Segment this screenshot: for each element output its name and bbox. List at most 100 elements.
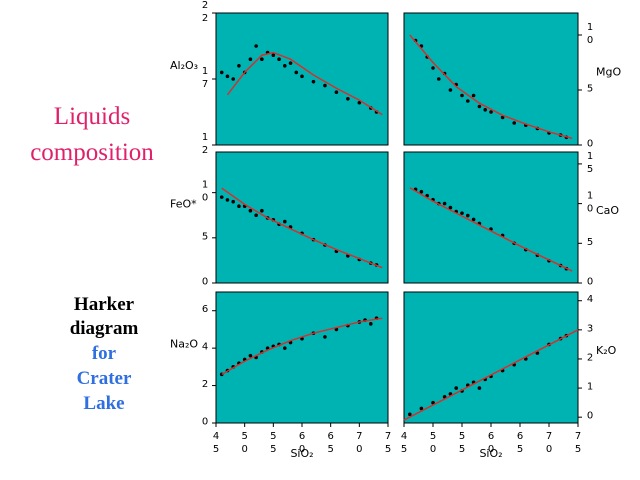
data-point xyxy=(271,53,276,58)
y-axis-label: FeO* xyxy=(170,197,197,210)
y-tick-label: 0 xyxy=(200,277,211,290)
y-tick-label: 10 xyxy=(200,180,211,206)
y-tick-label: 5 xyxy=(585,237,596,250)
x-tick-label: 75 xyxy=(573,431,584,457)
y-tick-label: 5 xyxy=(585,84,596,97)
data-point xyxy=(437,77,441,81)
y-axis-label: MgO xyxy=(596,65,621,78)
x-tick-label: 60 xyxy=(297,431,308,457)
data-point xyxy=(254,213,258,218)
data-point xyxy=(448,88,453,92)
caption: Crater xyxy=(77,368,132,389)
caption: diagram xyxy=(70,318,139,339)
data-point xyxy=(369,322,373,326)
data-point xyxy=(248,57,253,61)
x-tick-label: 60 xyxy=(486,431,497,457)
data-point xyxy=(512,121,516,125)
y-tick-label: 3 xyxy=(585,323,596,336)
data-point xyxy=(448,205,453,210)
data-point xyxy=(419,406,424,411)
data-point xyxy=(477,104,482,109)
data-point xyxy=(219,70,224,75)
x-tick-label: 70 xyxy=(544,431,555,457)
data-point xyxy=(471,217,476,222)
data-point xyxy=(225,74,230,79)
caption: Harker xyxy=(74,294,135,315)
data-point xyxy=(300,74,304,79)
y-tick-label: 2 xyxy=(585,352,596,365)
data-point xyxy=(442,201,447,206)
y-tick-label: 12 xyxy=(200,132,211,158)
trend-line xyxy=(221,187,383,269)
y-tick-label: 10 xyxy=(585,22,596,48)
data-point xyxy=(431,66,435,70)
data-point xyxy=(237,204,241,209)
plot-area xyxy=(403,12,579,146)
plot-area xyxy=(215,151,389,284)
plot-area xyxy=(215,12,389,146)
data-point xyxy=(471,93,476,98)
plot-area xyxy=(215,291,389,424)
x-axis-label: SiO₂ xyxy=(290,447,313,460)
trend-line xyxy=(221,317,383,375)
y-axis-label: Al₂O₃ xyxy=(170,59,198,72)
y-axis-label: K₂O xyxy=(596,344,617,357)
trend-line xyxy=(409,34,573,140)
data-point xyxy=(323,83,327,88)
x-tick-label: 75 xyxy=(383,431,394,457)
data-point xyxy=(260,57,264,61)
y-tick-label: 2 xyxy=(200,379,211,392)
data-point xyxy=(225,198,230,202)
x-tick-label: 70 xyxy=(354,431,365,457)
x-tick-label: 45 xyxy=(399,431,410,457)
data-point xyxy=(311,79,316,84)
data-point xyxy=(466,213,470,218)
x-tick-label: 55 xyxy=(457,431,468,457)
data-point xyxy=(237,64,241,68)
data-point xyxy=(323,335,327,339)
data-point xyxy=(288,61,293,65)
x-tick-label: 45 xyxy=(211,431,222,457)
y-tick-label: 15 xyxy=(585,151,596,177)
data-point xyxy=(248,353,253,358)
y-tick-label: 0 xyxy=(585,139,596,152)
data-point xyxy=(346,97,350,101)
y-tick-label: 1 xyxy=(585,382,596,395)
data-point xyxy=(454,386,459,390)
data-point xyxy=(460,211,464,215)
x-tick-label: 65 xyxy=(515,431,526,457)
data-point xyxy=(283,64,287,68)
slide-title: Liquids xyxy=(54,103,130,130)
trend-line xyxy=(403,329,579,421)
x-tick-label: 50 xyxy=(239,431,250,457)
data-point xyxy=(535,351,540,355)
x-tick-label: 65 xyxy=(325,431,336,457)
y-tick-label: 5 xyxy=(200,231,211,244)
y-tick-label: 10 xyxy=(585,191,596,217)
data-point xyxy=(477,386,482,390)
y-tick-label: 4 xyxy=(200,342,211,355)
trend-line xyxy=(409,187,573,272)
y-tick-label: 0 xyxy=(200,417,211,430)
caption: Lake xyxy=(83,393,124,414)
x-axis-label: SiO₂ xyxy=(479,447,502,460)
data-point xyxy=(357,100,362,105)
trend-line xyxy=(226,51,383,116)
y-axis-label: Na₂O xyxy=(170,337,198,350)
data-point xyxy=(260,208,264,213)
x-tick-label: 55 xyxy=(268,431,279,457)
data-point xyxy=(277,57,281,61)
caption: for xyxy=(92,343,117,364)
data-point xyxy=(431,400,435,405)
data-point xyxy=(283,219,287,224)
data-point xyxy=(248,208,253,213)
y-tick-label: 0 xyxy=(585,411,596,424)
data-point xyxy=(334,90,339,94)
plot-area xyxy=(403,291,579,424)
y-tick-label: 4 xyxy=(585,294,596,307)
y-axis-label: CaO xyxy=(596,204,619,217)
data-point xyxy=(500,115,505,120)
data-point xyxy=(254,44,258,48)
data-point xyxy=(294,70,299,75)
